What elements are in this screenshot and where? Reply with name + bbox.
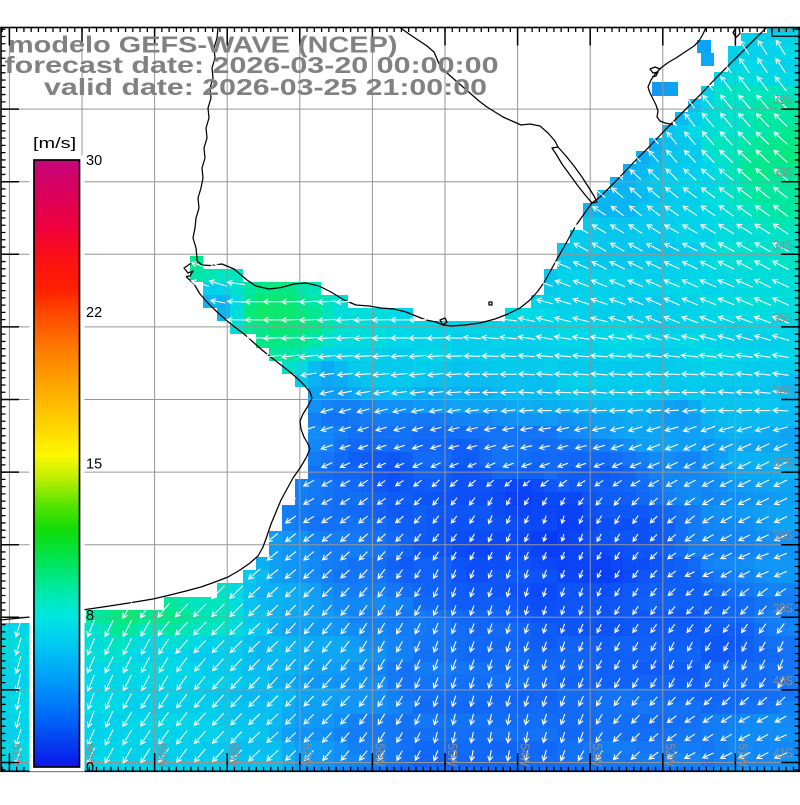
svg-text:56W: 56W — [372, 744, 387, 767]
svg-text:51W: 51W — [735, 744, 750, 767]
svg-text:33S: 33S — [773, 165, 793, 180]
svg-text:8: 8 — [86, 608, 94, 624]
svg-text:[m/s]: [m/s] — [33, 134, 76, 151]
svg-text:41S: 41S — [773, 746, 793, 761]
svg-text:36S: 36S — [773, 383, 793, 398]
svg-text:37S: 37S — [773, 455, 793, 470]
svg-text:59W: 59W — [154, 744, 169, 767]
svg-text:40S: 40S — [773, 673, 793, 688]
svg-text:30: 30 — [86, 153, 102, 169]
svg-text:60W: 60W — [82, 744, 97, 767]
svg-text:54W: 54W — [517, 744, 532, 767]
svg-text:valid date: 2026-03-25 21:00:0: valid date: 2026-03-25 21:00:00 — [44, 74, 487, 100]
svg-text:55W: 55W — [445, 744, 460, 767]
svg-text:52W: 52W — [663, 744, 678, 767]
svg-text:39S: 39S — [773, 601, 793, 616]
svg-text:57W: 57W — [300, 744, 315, 767]
svg-text:32S: 32S — [773, 92, 793, 107]
svg-text:38S: 38S — [773, 528, 793, 543]
svg-text:15: 15 — [86, 457, 102, 473]
svg-text:modelo GEFS-WAVE (NCEP): modelo GEFS-WAVE (NCEP) — [8, 31, 397, 57]
svg-text:34S: 34S — [773, 238, 793, 253]
svg-text:forecast date: 2026-03-20 00:0: forecast date: 2026-03-20 00:00:00 — [5, 53, 499, 79]
svg-text:0: 0 — [86, 760, 94, 776]
svg-text:31S: 31S — [773, 20, 793, 35]
svg-text:35S: 35S — [773, 310, 793, 325]
svg-text:22: 22 — [86, 305, 102, 321]
svg-text:61W: 61W — [9, 744, 24, 767]
svg-text:58W: 58W — [227, 744, 242, 767]
svg-text:53W: 53W — [590, 744, 605, 767]
